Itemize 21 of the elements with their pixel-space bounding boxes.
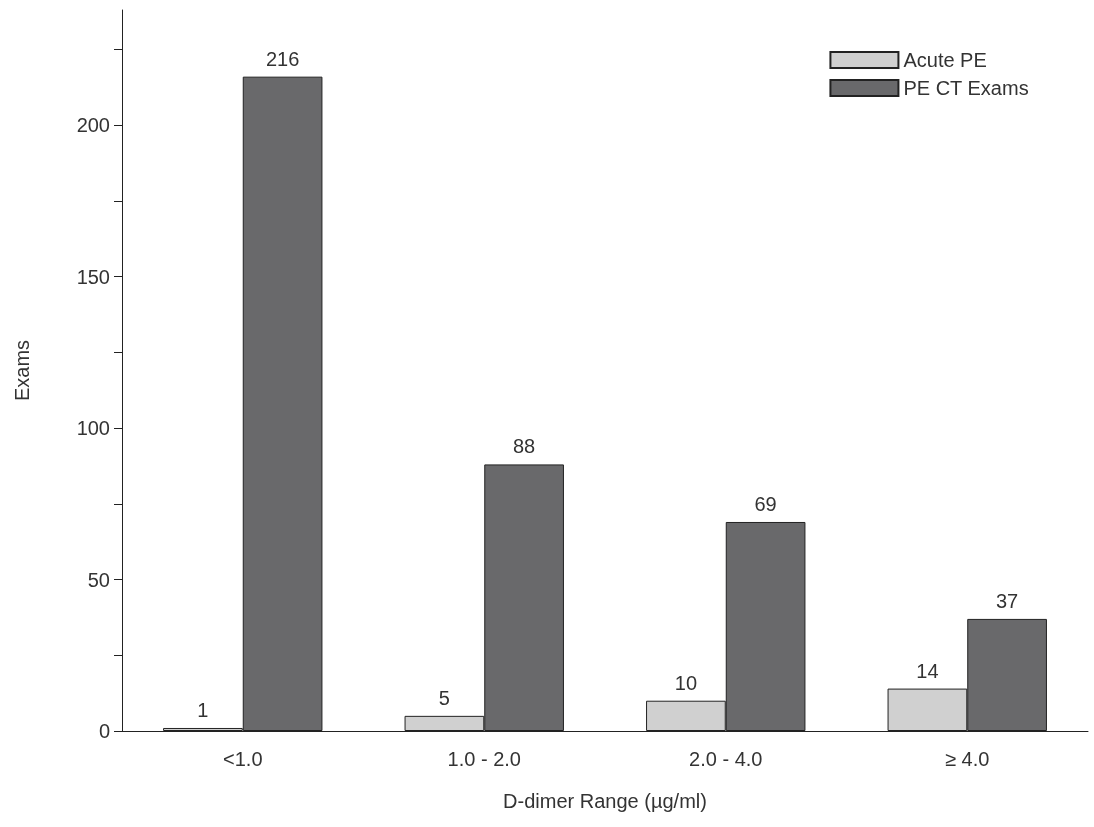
data-label: 216	[265, 47, 300, 70]
data-label: 69	[754, 492, 777, 515]
y-tick-label: 100	[76, 417, 110, 440]
data-label: 10	[674, 671, 698, 694]
x-axis-title: D-dimer Range (µg/ml)	[503, 790, 707, 812]
x-tick-label: 2.0 - 4.0	[689, 748, 763, 770]
legend-label: Acute PE	[903, 49, 987, 71]
data-label: 37	[995, 589, 1019, 612]
data-label: 88	[512, 435, 536, 458]
data-label: 5	[438, 686, 450, 709]
x-tick-label: <1.0	[223, 748, 263, 770]
y-axis-title: Exams	[11, 339, 33, 402]
x-tick-label: 1.0 - 2.0	[447, 748, 521, 770]
y-tick-label: 200	[76, 114, 110, 137]
x-tick-label: ≥ 4.0	[945, 748, 990, 770]
data-label: 1	[197, 698, 209, 721]
y-tick-label: 0	[98, 720, 110, 742]
y-tick-label: 50	[87, 568, 110, 591]
legend-label: PE CT Exams	[903, 77, 1029, 99]
y-tick-label: 150	[76, 265, 110, 288]
data-label: 14	[916, 659, 939, 682]
